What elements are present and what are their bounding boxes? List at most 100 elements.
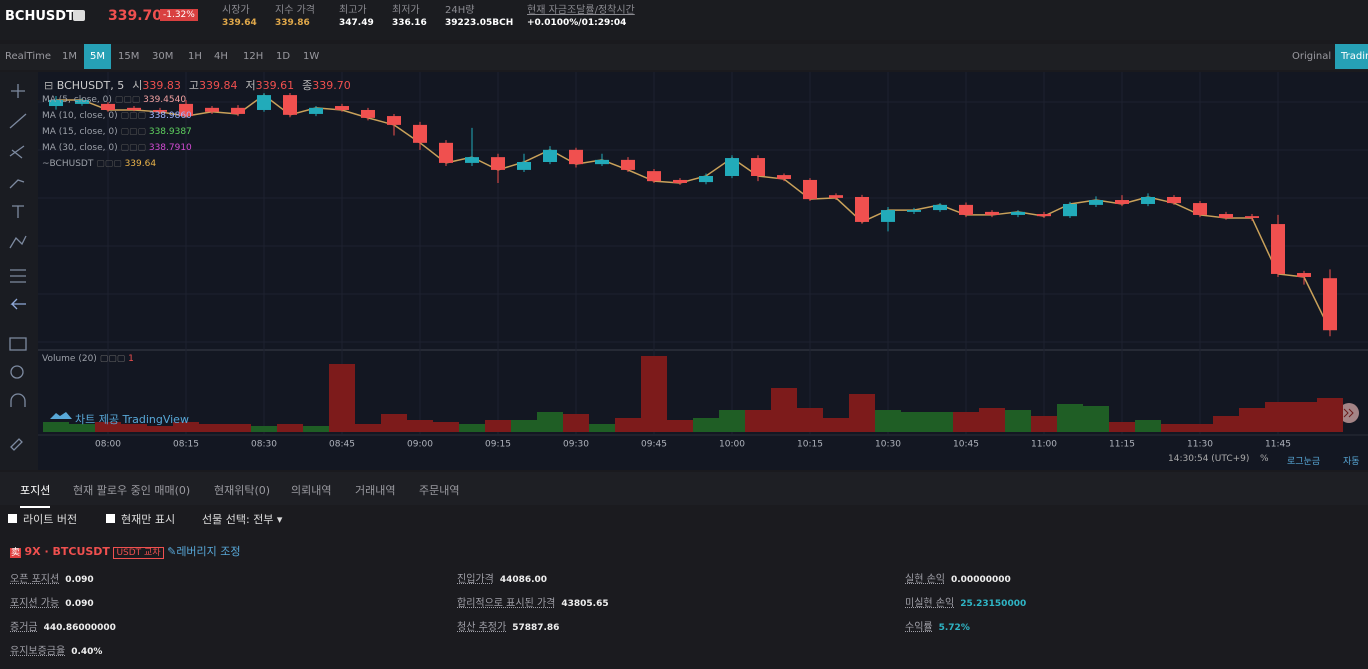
candle-body (699, 175, 713, 183)
field: 청산 추정가 57887.86 (457, 618, 559, 633)
study-name: MA (10, close, 0) (42, 111, 118, 121)
candle-body (49, 99, 63, 107)
x-tick-label: 10:00 (719, 440, 745, 450)
candle-body (725, 158, 739, 176)
field: 수익률 5.72% (905, 618, 970, 633)
x-tick-label: 09:30 (563, 440, 589, 450)
x-tick-label: 08:00 (95, 440, 121, 450)
tab[interactable]: 주문내역 (419, 484, 460, 497)
candle-body (1141, 196, 1155, 204)
drawing-tools[interactable] (9, 84, 27, 451)
last-price: 339.70 (108, 8, 163, 24)
header: BCHUSDT 339.70 -1.32% 시장가 339.64 지수 가격 339.… (0, 0, 1368, 40)
candle-body (491, 157, 505, 170)
candle-body (595, 159, 609, 165)
volume-bar (901, 412, 927, 432)
study-controls[interactable]: ▢▢▢ (117, 143, 149, 153)
tab[interactable]: 현재위탁(0) (214, 484, 271, 497)
volume-bar (1291, 402, 1317, 432)
view-tab[interactable]: Tradin (1335, 44, 1368, 69)
field-label: 미실현 손익 (905, 598, 955, 609)
field-value: 440.86000000 (43, 623, 116, 633)
candle-body (1167, 196, 1181, 204)
leverage-link[interactable]: ✎레버리지 조정 (167, 545, 241, 558)
volume-bar (355, 424, 381, 432)
x-tick-label: 10:30 (875, 440, 901, 450)
tab[interactable]: 포지션 (20, 482, 51, 508)
axis-control[interactable]: 로그눈금 (1287, 457, 1321, 467)
field: 실현 손익 0.00000000 (905, 570, 1011, 585)
interval[interactable]: 1M (62, 51, 77, 62)
tab[interactable]: 현재 팔로우 중인 매매(0) (73, 484, 191, 497)
study-name: MA (5, close, 0) (42, 95, 112, 105)
candle-body (1271, 224, 1285, 274)
volume-bar (407, 420, 433, 432)
candle-body (361, 109, 375, 118)
candle-body (1193, 203, 1207, 215)
stat-label: 시장가 (222, 5, 250, 16)
field-label: 수익률 (905, 622, 933, 633)
axis-control[interactable]: 자동 (1343, 457, 1360, 467)
candle-body (621, 159, 635, 170)
interval[interactable]: 15M (118, 51, 140, 62)
x-tick-label: 08:45 (329, 440, 355, 450)
x-tick-label: 10:45 (953, 440, 979, 450)
volume-bar (823, 418, 849, 432)
candle-body (907, 210, 921, 212)
dropdown[interactable] (73, 10, 85, 21)
study-controls[interactable]: ▢▢▢ (117, 127, 149, 137)
candle-body (179, 103, 193, 117)
study-controls[interactable]: ▢▢▢ (111, 95, 144, 105)
axis-control: 14:30:54 (UTC+9) (1168, 454, 1250, 464)
volume-bar (329, 364, 355, 432)
candle-body (933, 204, 947, 211)
candle-body (803, 179, 817, 200)
volume-bar (1057, 404, 1083, 432)
study-legend: MA (15, close, 0) ▢▢▢ 338.9387 (42, 127, 192, 137)
x-tick-label: 09:15 (485, 440, 511, 450)
field-value: 0.090 (65, 575, 94, 585)
scroll-button[interactable] (1339, 403, 1359, 423)
volume-value: 1 (128, 354, 134, 364)
tab[interactable]: 의뢰내역 (291, 484, 332, 497)
interval[interactable]: 1D (276, 51, 291, 62)
candle-body (647, 171, 661, 182)
tab[interactable]: 거래내역 (355, 484, 396, 497)
futures-select[interactable]: 선물 선택: 전부 ▾ (202, 513, 283, 526)
study-legend: MA (5, close, 0) ▢▢▢ 339.4540 (42, 95, 186, 105)
stat-value: 347.49 (339, 18, 374, 28)
symbol[interactable]: BCHUSDT (5, 9, 75, 24)
volume-bar (1239, 408, 1265, 432)
x-tick-label: 09:00 (407, 440, 433, 450)
volume-bar (979, 408, 1005, 432)
volume-bar (199, 424, 225, 432)
x-tick-label: 11:15 (1109, 440, 1135, 450)
ohlc-label: 저 (245, 79, 256, 92)
interval[interactable]: 30M (152, 51, 174, 62)
volume-bar (251, 426, 277, 432)
lite-label: 라이트 버전 (23, 513, 78, 526)
view-tab[interactable]: Original (1292, 51, 1332, 62)
field-value: 44086.00 (499, 575, 548, 585)
ohlc-value: 339.70 (312, 79, 351, 92)
volume-bar (563, 414, 589, 432)
bottom-panel: 포지션 현재 팔로우 중인 매매(0) 현재위탁(0) 의뢰내역 거래내역 주문내역 라이… (0, 472, 1368, 669)
study-controls[interactable]: ▢▢▢ (93, 159, 125, 169)
candle-body (1245, 216, 1259, 218)
candle-body (1323, 278, 1337, 331)
current-option[interactable]: 현재만 표시 (106, 511, 175, 527)
axis-control[interactable]: % (1260, 454, 1269, 464)
chart-bg (0, 72, 1368, 470)
field: 유지보증금율 0.40% (10, 642, 102, 657)
interval[interactable]: 1H (188, 51, 202, 62)
interval[interactable]: 4H (214, 51, 228, 62)
interval[interactable]: RealTime (5, 51, 52, 62)
study-controls[interactable]: ▢▢▢ (117, 111, 149, 121)
interval[interactable]: 12H (243, 51, 264, 62)
field-value: 5.72% (938, 623, 970, 633)
interval[interactable]: 5M (84, 44, 111, 69)
lite-option[interactable]: 라이트 버전 (8, 511, 77, 527)
interval[interactable]: 1W (303, 51, 320, 62)
field-label: 포지션 가능 (10, 598, 60, 609)
